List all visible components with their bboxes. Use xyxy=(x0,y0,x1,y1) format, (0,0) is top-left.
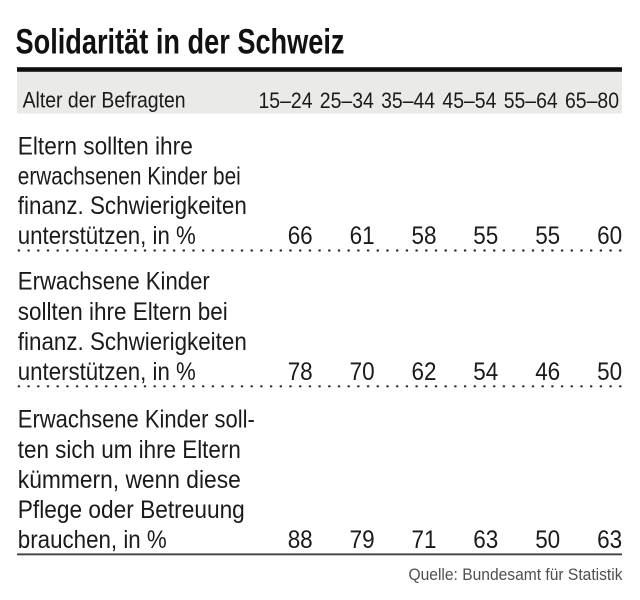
svg-text:50: 50 xyxy=(535,526,560,554)
svg-text:65–80: 65–80 xyxy=(565,88,619,113)
svg-text:sollten ihre Eltern bei: sollten ihre Eltern bei xyxy=(18,298,228,326)
svg-text:unterstützen, in %: unterstützen, in % xyxy=(18,222,196,250)
svg-text:55–64: 55–64 xyxy=(504,88,558,113)
svg-text:55: 55 xyxy=(473,222,498,250)
svg-text:finanz. Schwierigkeiten: finanz. Schwierigkeiten xyxy=(18,328,247,356)
svg-text:Erwachsene Kinder soll-: Erwachsene Kinder soll- xyxy=(18,406,255,434)
svg-text:35–44: 35–44 xyxy=(381,88,435,113)
svg-text:66: 66 xyxy=(288,222,313,250)
svg-text:58: 58 xyxy=(412,222,437,250)
svg-text:79: 79 xyxy=(350,526,375,554)
svg-text:Quelle: Bundesamt für Statisti: Quelle: Bundesamt für Statistik xyxy=(409,565,623,584)
svg-text:Pflege oder Betreuung: Pflege oder Betreuung xyxy=(18,496,245,524)
svg-text:15–24: 15–24 xyxy=(259,88,313,113)
svg-text:unterstützen, in %: unterstützen, in % xyxy=(18,358,196,386)
svg-text:Alter der Befragten: Alter der Befragten xyxy=(23,88,186,113)
svg-text:25–34: 25–34 xyxy=(320,88,374,113)
svg-text:70: 70 xyxy=(350,358,375,386)
svg-text:Erwachsene Kinder: Erwachsene Kinder xyxy=(18,268,210,296)
svg-text:63: 63 xyxy=(473,526,498,554)
svg-text:62: 62 xyxy=(412,358,437,386)
svg-text:78: 78 xyxy=(288,358,313,386)
svg-text:54: 54 xyxy=(473,358,498,386)
svg-text:88: 88 xyxy=(288,526,313,554)
svg-text:63: 63 xyxy=(597,526,622,554)
svg-text:61: 61 xyxy=(350,222,375,250)
svg-text:46: 46 xyxy=(535,358,560,386)
svg-text:45–54: 45–54 xyxy=(442,88,496,113)
svg-text:71: 71 xyxy=(412,526,437,554)
svg-text:ten sich um ihre Eltern: ten sich um ihre Eltern xyxy=(18,436,241,464)
svg-text:kümmern, wenn diese: kümmern, wenn diese xyxy=(18,466,241,494)
svg-text:erwachsenen Kinder bei: erwachsenen Kinder bei xyxy=(18,162,241,190)
svg-text:finanz. Schwierigkeiten: finanz. Schwierigkeiten xyxy=(18,192,247,220)
svg-text:Solidarität in der Schweiz: Solidarität in der Schweiz xyxy=(16,22,345,61)
svg-text:55: 55 xyxy=(535,222,560,250)
svg-text:Eltern sollten ihre: Eltern sollten ihre xyxy=(18,132,193,160)
svg-text:50: 50 xyxy=(597,358,622,386)
svg-text:60: 60 xyxy=(597,222,622,250)
svg-text:brauchen, in %: brauchen, in % xyxy=(18,526,167,554)
